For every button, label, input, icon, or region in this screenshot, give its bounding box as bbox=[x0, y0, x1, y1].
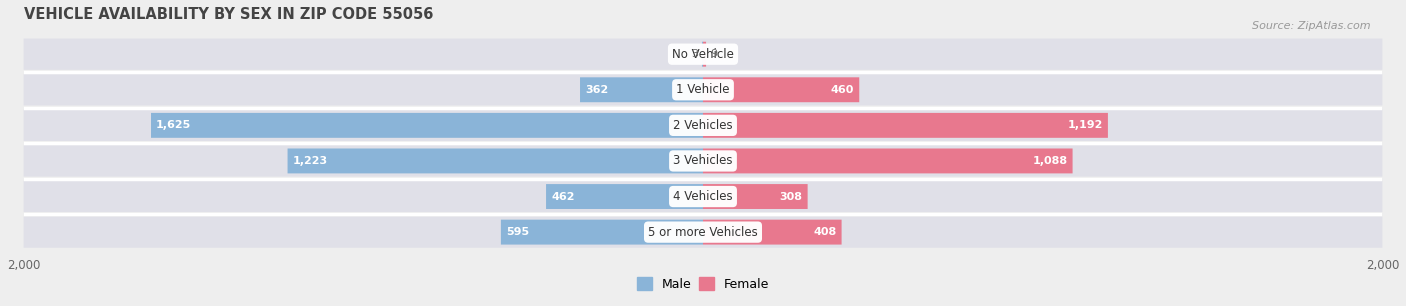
FancyBboxPatch shape bbox=[703, 42, 706, 67]
Text: 4 Vehicles: 4 Vehicles bbox=[673, 190, 733, 203]
FancyBboxPatch shape bbox=[288, 148, 703, 174]
Text: 308: 308 bbox=[779, 192, 803, 202]
Text: 462: 462 bbox=[551, 192, 575, 202]
Text: 595: 595 bbox=[506, 227, 529, 237]
Text: 1,088: 1,088 bbox=[1032, 156, 1067, 166]
Text: Source: ZipAtlas.com: Source: ZipAtlas.com bbox=[1253, 21, 1371, 32]
Legend: Male, Female: Male, Female bbox=[631, 272, 775, 296]
FancyBboxPatch shape bbox=[24, 181, 1382, 212]
FancyBboxPatch shape bbox=[24, 216, 1382, 248]
FancyBboxPatch shape bbox=[703, 77, 859, 102]
FancyBboxPatch shape bbox=[546, 184, 703, 209]
Text: 3: 3 bbox=[690, 49, 697, 59]
FancyBboxPatch shape bbox=[501, 220, 703, 244]
Text: 2 Vehicles: 2 Vehicles bbox=[673, 119, 733, 132]
Text: No Vehicle: No Vehicle bbox=[672, 48, 734, 61]
FancyBboxPatch shape bbox=[150, 113, 703, 138]
Text: 1,625: 1,625 bbox=[156, 120, 191, 130]
Text: 460: 460 bbox=[831, 85, 855, 95]
Text: 408: 408 bbox=[813, 227, 837, 237]
Text: 1,223: 1,223 bbox=[292, 156, 328, 166]
FancyBboxPatch shape bbox=[24, 39, 1382, 70]
Text: VEHICLE AVAILABILITY BY SEX IN ZIP CODE 55056: VEHICLE AVAILABILITY BY SEX IN ZIP CODE … bbox=[24, 7, 433, 22]
FancyBboxPatch shape bbox=[24, 145, 1382, 177]
FancyBboxPatch shape bbox=[703, 113, 1108, 138]
Text: 1,192: 1,192 bbox=[1067, 120, 1102, 130]
FancyBboxPatch shape bbox=[24, 110, 1382, 141]
Text: 1 Vehicle: 1 Vehicle bbox=[676, 83, 730, 96]
FancyBboxPatch shape bbox=[581, 77, 703, 102]
FancyBboxPatch shape bbox=[703, 148, 1073, 174]
Text: 5 or more Vehicles: 5 or more Vehicles bbox=[648, 226, 758, 239]
Text: 9: 9 bbox=[710, 49, 717, 59]
FancyBboxPatch shape bbox=[703, 184, 807, 209]
Text: 3 Vehicles: 3 Vehicles bbox=[673, 155, 733, 167]
FancyBboxPatch shape bbox=[703, 220, 842, 244]
FancyBboxPatch shape bbox=[24, 74, 1382, 106]
Text: 362: 362 bbox=[585, 85, 609, 95]
